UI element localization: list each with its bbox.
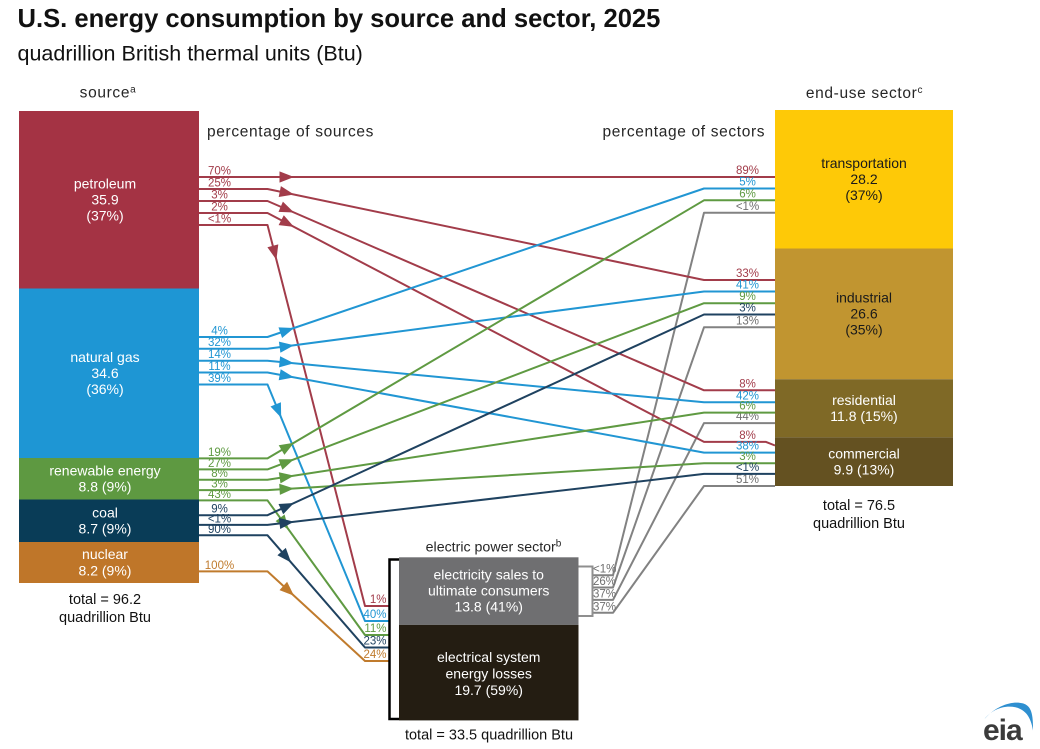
svg-text:3%: 3% [211, 190, 228, 202]
svg-text:<1%: <1% [208, 214, 231, 226]
svg-text:38%: 38% [736, 441, 759, 453]
svg-text:14%: 14% [208, 349, 231, 361]
svg-text:90%: 90% [208, 524, 231, 536]
svg-text:27%: 27% [208, 458, 231, 470]
svg-text:electrical system: electrical system [437, 649, 540, 665]
svg-text:8.8 (9%): 8.8 (9%) [79, 479, 132, 495]
svg-text:43%: 43% [208, 489, 231, 501]
svg-text:renewable energy: renewable energy [49, 462, 160, 478]
svg-text:end-use sectorc: end-use sectorc [806, 85, 923, 102]
svg-text:13%: 13% [736, 315, 759, 327]
svg-text:electric power sectorb: electric power sectorb [426, 539, 562, 556]
svg-text:petroleum: petroleum [74, 175, 136, 191]
svg-text:42%: 42% [736, 390, 759, 402]
svg-text:37%: 37% [593, 601, 616, 613]
svg-text:U.S. energy consumption by sou: U.S. energy consumption by source and se… [18, 5, 661, 33]
svg-text:sourcea: sourcea [80, 85, 137, 102]
svg-text:11%: 11% [364, 623, 386, 635]
svg-text:percentage of sectors: percentage of sectors [603, 124, 766, 141]
svg-text:(36%): (36%) [86, 381, 123, 397]
svg-text:35.9: 35.9 [91, 191, 118, 207]
svg-text:25%: 25% [208, 178, 231, 190]
svg-text:51%: 51% [736, 474, 759, 486]
svg-text:<1%: <1% [593, 564, 616, 576]
svg-text:28.2: 28.2 [850, 171, 877, 187]
svg-text:89%: 89% [736, 165, 759, 177]
svg-text:39%: 39% [208, 373, 231, 385]
svg-text:<1%: <1% [208, 513, 231, 525]
svg-text:8.7 (9%): 8.7 (9%) [79, 521, 132, 537]
svg-text:quadrillion Btu: quadrillion Btu [813, 516, 905, 532]
svg-text:9%: 9% [211, 504, 228, 516]
svg-text:3%: 3% [739, 451, 756, 463]
svg-text:commercial: commercial [828, 445, 900, 461]
svg-text:34.6: 34.6 [91, 365, 118, 381]
svg-text:transportation: transportation [821, 155, 907, 171]
svg-text:19%: 19% [208, 447, 231, 459]
svg-text:11%: 11% [208, 361, 230, 373]
svg-text:natural gas: natural gas [70, 349, 139, 365]
svg-text:23%: 23% [363, 636, 386, 648]
svg-text:8.2 (9%): 8.2 (9%) [79, 562, 132, 578]
svg-text:26.6: 26.6 [850, 306, 877, 322]
svg-text:2%: 2% [211, 202, 228, 214]
svg-text:40%: 40% [363, 609, 386, 621]
svg-text:percentage of sources: percentage of sources [207, 124, 374, 141]
svg-text:32%: 32% [208, 337, 231, 349]
svg-text:quadrillion Btu: quadrillion Btu [59, 610, 151, 626]
svg-text:4%: 4% [211, 326, 228, 338]
svg-text:coal: coal [92, 504, 118, 520]
svg-text:8%: 8% [739, 378, 756, 390]
svg-text:24%: 24% [363, 649, 386, 661]
svg-text:100%: 100% [205, 560, 234, 572]
svg-text:37%: 37% [593, 588, 616, 600]
svg-text:6%: 6% [739, 401, 756, 413]
svg-text:8%: 8% [739, 430, 756, 442]
svg-text:total = 96.2: total = 96.2 [69, 592, 141, 608]
svg-text:26%: 26% [593, 576, 616, 588]
svg-text:ultimate consumers: ultimate consumers [428, 582, 549, 598]
svg-text:(37%): (37%) [86, 208, 123, 224]
svg-text:industrial: industrial [836, 289, 892, 305]
svg-text:13.8 (41%): 13.8 (41%) [454, 598, 522, 614]
svg-text:electricity sales to: electricity sales to [433, 567, 544, 583]
svg-text:3%: 3% [211, 479, 228, 491]
svg-text:33%: 33% [736, 268, 759, 280]
svg-text:41%: 41% [736, 280, 759, 292]
svg-text:3%: 3% [739, 303, 756, 315]
svg-text:<1%: <1% [736, 201, 759, 213]
svg-text:44%: 44% [736, 411, 759, 423]
svg-text:19.7 (59%): 19.7 (59%) [454, 682, 522, 698]
svg-text:70%: 70% [208, 166, 231, 178]
svg-text:quadrillion British thermal un: quadrillion British thermal units (Btu) [18, 42, 363, 66]
svg-text:<1%: <1% [736, 462, 759, 474]
svg-text:6%: 6% [739, 188, 756, 200]
svg-text:11.8 (15%): 11.8 (15%) [830, 408, 897, 424]
svg-text:energy losses: energy losses [446, 666, 532, 682]
svg-text:eia: eia [983, 714, 1023, 744]
svg-text:9%: 9% [739, 291, 756, 303]
svg-text:total = 76.5: total = 76.5 [823, 498, 895, 514]
svg-text:(37%): (37%) [845, 187, 882, 203]
svg-text:residential: residential [832, 392, 896, 408]
svg-text:9.9 (13%): 9.9 (13%) [834, 461, 895, 477]
svg-text:total = 33.5 quadrillion Btu: total = 33.5 quadrillion Btu [405, 728, 573, 744]
svg-text:(35%): (35%) [845, 322, 882, 338]
svg-text:nuclear: nuclear [82, 546, 128, 562]
svg-text:1%: 1% [370, 594, 387, 606]
svg-text:5%: 5% [739, 177, 756, 189]
svg-text:8%: 8% [211, 468, 228, 480]
